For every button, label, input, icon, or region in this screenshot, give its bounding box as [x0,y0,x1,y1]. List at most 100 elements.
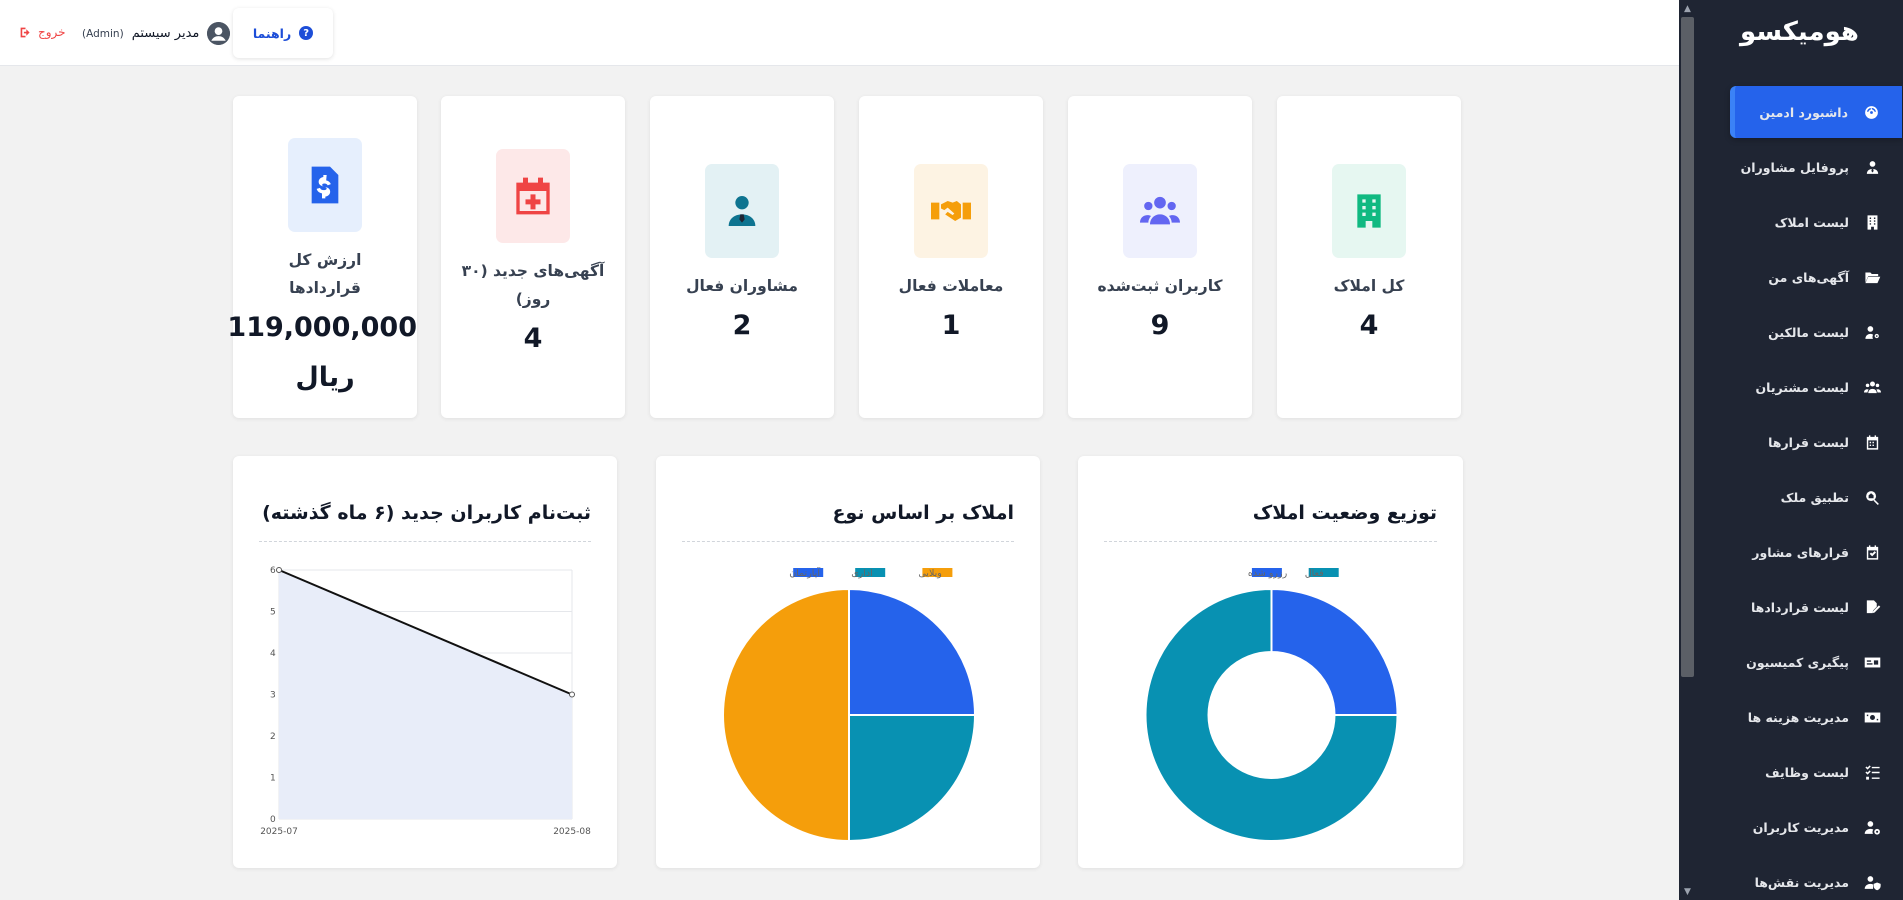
legend-item[interactable]: آپارتمان [789,566,824,579]
dashboard-gauge-icon [1862,103,1880,121]
legend-item[interactable]: فعال [1305,568,1339,579]
sidebar-item-9[interactable]: لیست قراردادها [1696,581,1903,633]
pie-slice[interactable] [1270,587,1399,716]
sidebar-item-label: لیست مشتریان [1755,379,1850,395]
legend-label: اداری [851,568,873,579]
scroll-thumb[interactable] [1681,17,1694,677]
stat-card: معاملات فعال 1 [859,96,1043,418]
sidebar-item-13[interactable]: مدیریت کاربران [1696,801,1903,853]
scroll-up-icon[interactable]: ▲ [1684,3,1691,14]
sidebar-menu: داشبورد ادمین پروفایل مشاوران لیست املاک آگ… [1696,86,1903,900]
question-circle-icon: ? [299,26,314,40]
sidebar-item-label: لیست مالکین [1768,324,1849,340]
building-icon [1332,164,1406,258]
sidebar-item-3[interactable]: آگهی‌های من [1696,251,1903,303]
sidebar-item-7[interactable]: تطبیق ملک [1696,471,1903,523]
status-distribution-card: توزیع وضعیت املاک فعال رزرو شده [1078,456,1463,868]
help-button[interactable]: ? راهنما [233,8,333,58]
folder-open-icon [1863,268,1881,286]
legend-swatch [1308,568,1339,577]
stat-card: کاربران ثبت‌شده 9 [1068,96,1252,418]
sidebar-item-0[interactable]: داشبورد ادمین [1730,86,1902,138]
divider [682,541,1014,542]
legend-swatch [922,568,953,577]
pie-slice[interactable] [1144,587,1399,842]
sidebar-item-label: آگهی‌های من [1768,269,1849,285]
sidebar-item-5[interactable]: لیست مشتریان [1696,361,1903,413]
sidebar-item-6[interactable]: لیست قرارها [1696,416,1903,468]
sidebar-item-label: تطبیق ملک [1780,489,1849,505]
type-distribution-card: املاک بر اساس نوع ویلایی اداری آپارتمان [656,456,1040,868]
sidebar-item-1[interactable]: پروفایل مشاوران [1696,141,1903,193]
sidebar-item-4[interactable]: لیست مالکین [1696,306,1903,358]
status-doughnut-chart: فعال رزرو شده [1144,568,1399,842]
stat-label: معاملات فعال [898,277,1004,295]
pie-slice[interactable] [848,587,977,716]
scroll-down-icon[interactable]: ▼ [1684,886,1691,897]
user-shield-icon [1863,873,1881,891]
legend-item[interactable]: اداری [851,568,886,579]
y-tick-label: 1 [270,774,276,784]
series-line [278,569,573,696]
user-name: مدیر سیستم [131,26,200,41]
legend-item[interactable]: ویلایی [918,568,953,579]
sidebar-item-label: مدیریت نقش‌ها [1754,874,1849,890]
sidebar-item-12[interactable]: لیست وظایف [1696,746,1903,798]
logout-button[interactable]: خروج [19,25,66,39]
legend-item[interactable]: رزرو شده [1248,568,1288,579]
users-icon [1863,378,1881,396]
area-fill [279,570,572,819]
calendar-icon [1863,433,1881,451]
x-tick-label: 2025-08 [553,827,591,837]
users-icon [1123,164,1197,258]
stat-value: 9 [1150,310,1170,341]
file-invoice-dollar-icon [288,138,362,232]
data-point[interactable] [276,567,282,573]
legend-label: فعال [1305,568,1324,579]
sidebar-item-label: مدیریت کاربران [1752,819,1849,835]
legend-swatch [793,568,824,577]
calendar-check-icon [1863,543,1881,561]
stat-card: مشاوران فعال 2 [650,96,834,418]
calendar-plus-icon [496,149,570,243]
legend-swatch [1251,568,1282,577]
registrations-chart-title: ثبت‌نام کاربران جدید (۶ ماه گذشته) [262,502,591,524]
status-chart-title: توزیع وضعیت املاک [1252,502,1437,524]
search-house-icon [1863,488,1881,506]
legend-label: آپارتمان [789,566,820,579]
y-tick-label: 4 [270,649,276,659]
sidebar-item-14[interactable]: مدیریت نقش‌ها [1696,856,1903,900]
sidebar-item-11[interactable]: مدیریت هزینه ها [1696,691,1903,743]
list-check-icon [1863,763,1881,781]
pie-slice[interactable] [848,714,977,843]
type-pie-chart: ویلایی اداری آپارتمان [722,566,977,843]
sidebar-item-10[interactable]: پیگیری کمیسیون [1696,636,1903,688]
handshake-icon [914,164,988,258]
sidebar-item-label: لیست قراردادها [1750,599,1849,615]
page-scrollbar[interactable]: ▲ ▼ [1679,0,1696,900]
stat-label: ارزش کل قراردادها [288,251,362,297]
user-info[interactable]: مدیر سیستم (Admin) [82,22,231,45]
sidebar-item-label: لیست قرارها [1768,434,1849,450]
y-tick-label: 5 [270,608,276,618]
help-label: راهنما [252,25,292,41]
sidebar-item-8[interactable]: قرارهای مشاور [1696,526,1903,578]
sidebar-item-label: داشبورد ادمین [1759,104,1848,120]
stat-value: 4 [523,323,543,354]
pie-slice[interactable] [722,587,850,843]
money-bill-icon [1863,708,1881,726]
user-tie-icon [705,164,779,258]
y-tick-label: 3 [270,691,276,701]
top-header: خروج مدیر سیستم (Admin) ? راهنما [0,0,1696,66]
data-point[interactable] [569,691,575,698]
brand-logo[interactable]: هومیکسو [1740,17,1859,47]
sign-out-icon [20,27,30,37]
sidebar-item-2[interactable]: لیست املاک [1696,196,1903,248]
sidebar-item-label: قرارهای مشاور [1752,544,1849,560]
y-tick-label: 2 [270,732,276,742]
user-key-icon [1863,323,1881,341]
users-gear-icon [1863,818,1881,836]
user-role: (Admin) [82,27,124,40]
id-card-icon [1863,653,1881,671]
stat-card: ارزش کل قراردادها 119,000,000 ریال [227,96,417,418]
